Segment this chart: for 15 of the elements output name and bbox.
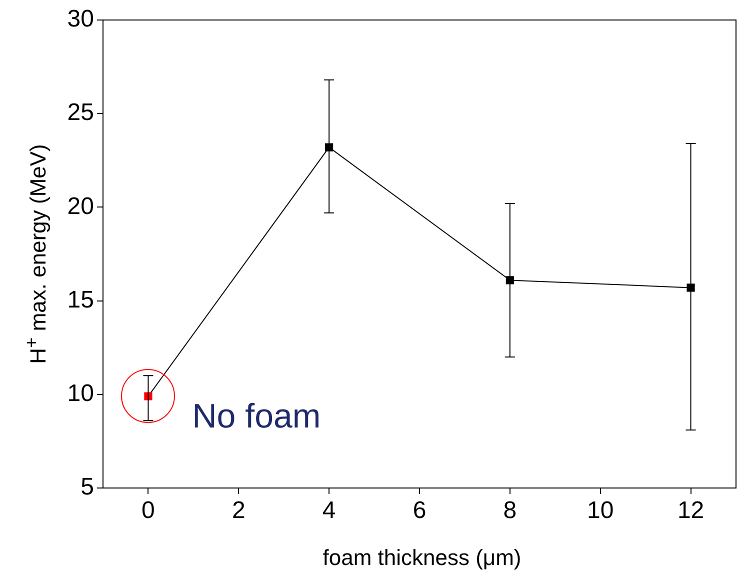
y-tick-label: 10 — [67, 380, 94, 408]
y-tick-label: 5 — [80, 474, 94, 501]
x-tick-label: 8 — [503, 497, 517, 524]
x-axis-title: foam thickness (μm) — [322, 545, 522, 571]
y-tick-label: 20 — [67, 192, 94, 220]
x-tick-label: 6 — [412, 497, 426, 524]
x-tick-label: 10 — [587, 497, 614, 524]
x-tick-label: 2 — [232, 497, 246, 524]
annotation: No foam — [192, 398, 321, 436]
x-tick-label: 0 — [142, 497, 155, 524]
y-tick-label: 30 — [67, 6, 94, 33]
y-tick-label: 15 — [67, 286, 94, 314]
y-tick-label: 25 — [67, 99, 94, 126]
x-tick-label: 12 — [677, 497, 704, 524]
x-tick-label: 4 — [322, 497, 336, 524]
